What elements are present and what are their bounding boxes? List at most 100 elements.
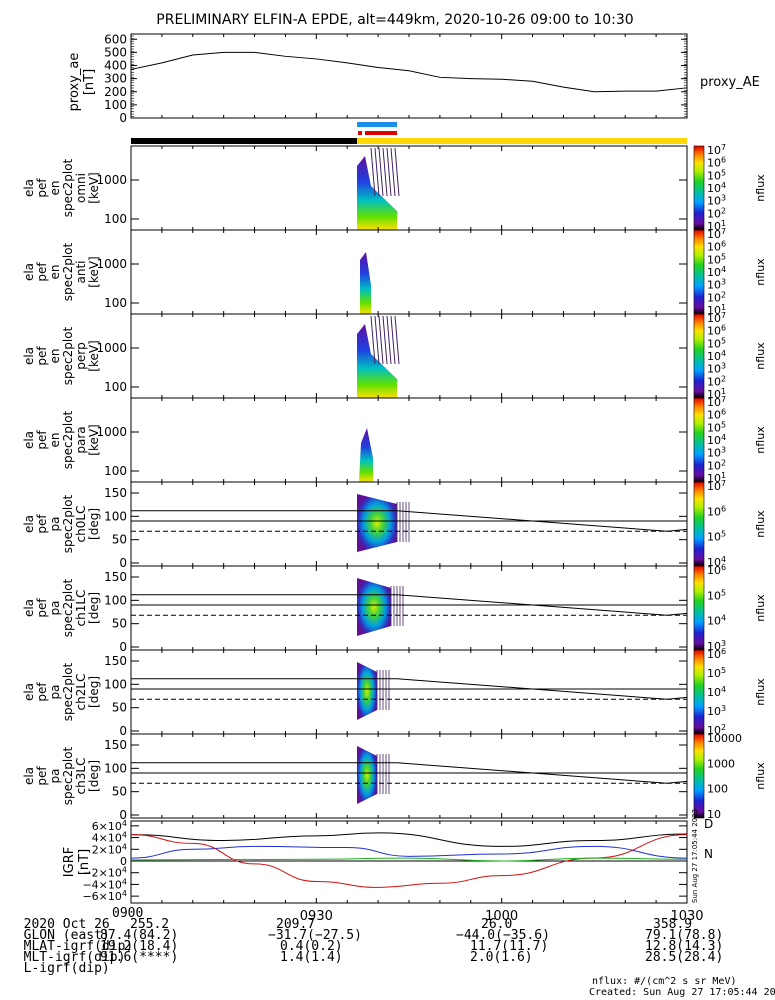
panel-ylabel: ela <box>22 767 36 785</box>
spectrogram-streak <box>382 315 388 365</box>
spectrogram-streak <box>394 147 400 197</box>
y-tick-label: 100 <box>104 677 127 691</box>
panel-ylabel: en <box>48 433 62 448</box>
igrf-line-green <box>130 857 688 862</box>
y-tick-label: −2×104 <box>82 866 127 880</box>
panel-ylabel: pef <box>35 766 49 786</box>
colorbar-label: nflux <box>754 678 767 706</box>
colorbar-scale <box>693 649 705 735</box>
panel-ylabel: pef <box>35 430 49 450</box>
colorbar-label: nflux <box>754 258 767 286</box>
proxy-ae-frame <box>130 33 688 119</box>
footer-value: 209.7 <box>276 917 316 932</box>
panel-ylabel: ch3LC <box>74 758 88 795</box>
footer-value: 11.7(11.7) <box>470 939 549 954</box>
colorbar-label: nflux <box>754 342 767 370</box>
y-tick-label: 50 <box>112 785 127 799</box>
colorbar-tick-label: 10 <box>707 808 721 821</box>
panel-ylabel: ela <box>22 347 36 365</box>
colorbar-tick-label: 10000 <box>707 732 742 745</box>
y-tick-label: 1000 <box>96 425 127 439</box>
panel-ylabel: spec2plot <box>61 662 75 721</box>
spectrogram-streak <box>378 147 384 197</box>
footer-value: 12.8(14.3) <box>645 939 724 954</box>
panel-ylabel: ch2LC <box>74 674 88 711</box>
spectrogram-panel: ela pef pa spec2plot ch2LC [deg]150 100 50 0 <box>22 649 688 738</box>
y-tick-label: 1000 <box>96 257 127 271</box>
panel-ylabel: perp <box>74 342 88 370</box>
igrf-line-blue <box>130 845 688 859</box>
footer-value: 28.5(28.4) <box>645 950 724 965</box>
footer-value: 87.4(84.2) <box>100 928 179 943</box>
spectrogram-streak <box>374 315 380 365</box>
y-tick-label: 100 <box>104 98 127 112</box>
igrf-frame <box>130 820 688 904</box>
panel-ylabel: [deg] <box>87 508 101 540</box>
panel-frame <box>130 145 688 231</box>
colorbar-scale <box>693 565 705 651</box>
colorbar-scale <box>693 229 705 315</box>
panel-ylabel: ela <box>22 683 36 701</box>
pitch-angle-spectrogram <box>357 494 397 552</box>
panel-ylabel: pef <box>35 262 49 282</box>
igrf-line-red <box>130 834 688 888</box>
spectrogram-streak <box>370 315 376 365</box>
panel-frame <box>130 733 688 819</box>
panel-ylabel: [keV] <box>87 172 101 203</box>
y-tick-label: 0 <box>120 855 127 868</box>
footer-label-mlat: MLAT-igrf(dip) <box>23 939 134 954</box>
panel-ylabel: ela <box>22 515 36 533</box>
y-tick-label: −6×104 <box>82 889 127 903</box>
colorbar-label: nflux <box>754 174 767 202</box>
colorbars: 107106105104103102101nflux10710610510410… <box>693 143 767 821</box>
panel-ylabel: en <box>48 181 62 196</box>
panel-ylabel: [deg] <box>87 592 101 624</box>
panel-ylabel: ela <box>22 599 36 617</box>
spectrogram-panel: ela pef pa spec2plot ch1LC [deg]150 100 50 0 <box>22 565 688 654</box>
colorbar-tick-label: 1000 <box>707 757 735 770</box>
y-tick-label: 100 <box>104 761 127 775</box>
colorbar-tick-label: 105 <box>707 666 726 680</box>
y-tick-label: 400 <box>104 59 127 73</box>
spectrogram-panel: ela pef en spec2plot anti [keV]1000 100 <box>22 229 688 315</box>
science-zone-marker-red <box>358 131 362 135</box>
footer-value: 255.2 <box>130 917 170 932</box>
y-tick-label: 150 <box>104 570 127 584</box>
footer-value: 91.6(****) <box>100 950 179 965</box>
panel-ylabel: pa <box>48 517 62 532</box>
igrf-ylabel: IGRF <box>62 847 77 877</box>
science-zone-bar-blue <box>357 122 397 127</box>
energy-spectrogram <box>357 324 397 398</box>
y-tick-label: 0 <box>119 724 127 738</box>
panel-ylabel: en <box>48 265 62 280</box>
y-tick-label: 0 <box>119 640 127 654</box>
y-tick-label: −4×104 <box>82 877 127 891</box>
colorbar-tick-label: 105 <box>707 530 726 544</box>
colorbar-label: nflux <box>754 762 767 790</box>
panel-frame <box>130 397 688 483</box>
spectrogram-panel: ela pef pa spec2plot ch3LC [deg]150 100 50 0 <box>22 733 688 822</box>
science-zone-bar-red <box>365 131 397 135</box>
spectrogram-streak <box>370 147 376 197</box>
spectrogram-streak <box>390 147 396 197</box>
figure-title: PRELIMINARY ELFIN-A EPDE, alt=449km, 202… <box>156 12 633 28</box>
panel-ylabel: [keV] <box>87 340 101 371</box>
proxy-ae-line <box>130 51 688 93</box>
igrf-line-black <box>130 832 688 847</box>
spectrogram-streak <box>390 315 396 365</box>
footer-value: 2.0(1.6) <box>470 950 533 965</box>
y-tick-label: 50 <box>112 617 127 631</box>
colorbar-tick-label: 106 <box>707 504 726 518</box>
colorbar-tick-label: 105 <box>707 588 726 602</box>
colorbar-label: nflux <box>754 426 767 454</box>
igrf-time-stamp: Sun Aug 27 17:05:44 2023 <box>691 809 699 903</box>
